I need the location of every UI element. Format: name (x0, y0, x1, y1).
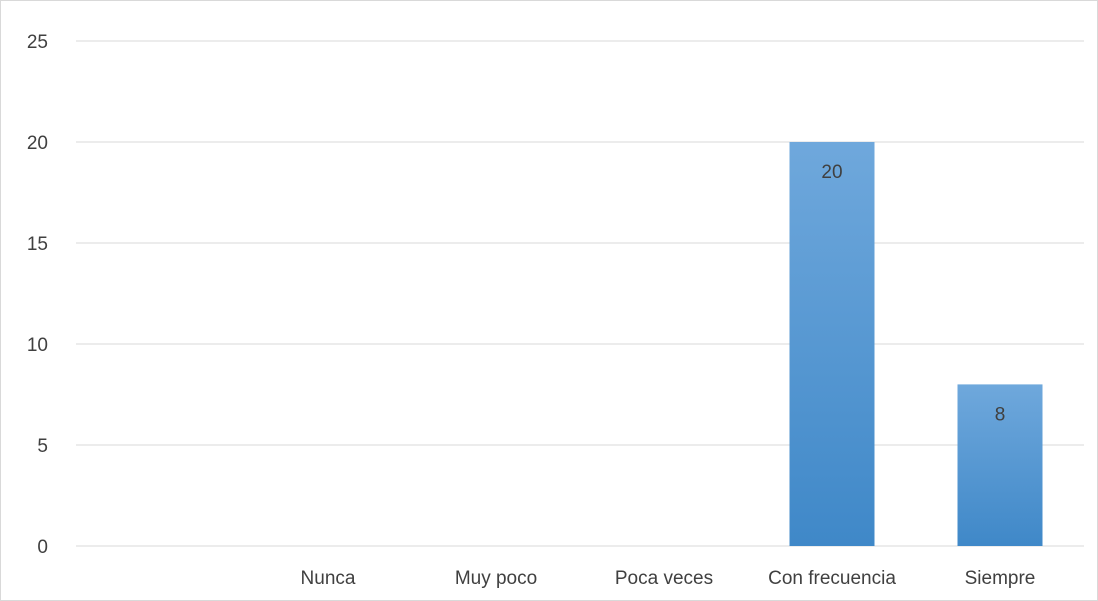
gridlines (76, 40, 1084, 547)
x-tick-label: Siempre (965, 568, 1036, 589)
x-tick-label: Poca veces (615, 568, 713, 589)
bars (789, 142, 1043, 546)
x-tick-label: Con frecuencia (768, 568, 896, 589)
y-tick-label: 20 (27, 133, 48, 154)
data-labels: 20 8 (821, 162, 1005, 425)
bar-siempre (957, 384, 1043, 546)
data-label: 20 (821, 162, 842, 183)
y-tick-label: 25 (27, 32, 48, 53)
x-tick-label: Muy poco (455, 568, 537, 589)
y-tick-label: 0 (37, 537, 48, 558)
y-tick-label: 10 (27, 335, 48, 356)
x-tick-label: Nunca (301, 568, 356, 589)
y-tick-label: 5 (37, 436, 48, 457)
x-axis-tick-labels: Nunca Muy poco Poca veces Con frecuencia Sie… (301, 568, 1036, 589)
data-label: 8 (995, 404, 1006, 425)
y-tick-label: 15 (27, 234, 48, 255)
y-axis-tick-labels: 0 5 10 15 20 25 (27, 32, 48, 558)
bar-con-frecuencia (789, 142, 875, 546)
